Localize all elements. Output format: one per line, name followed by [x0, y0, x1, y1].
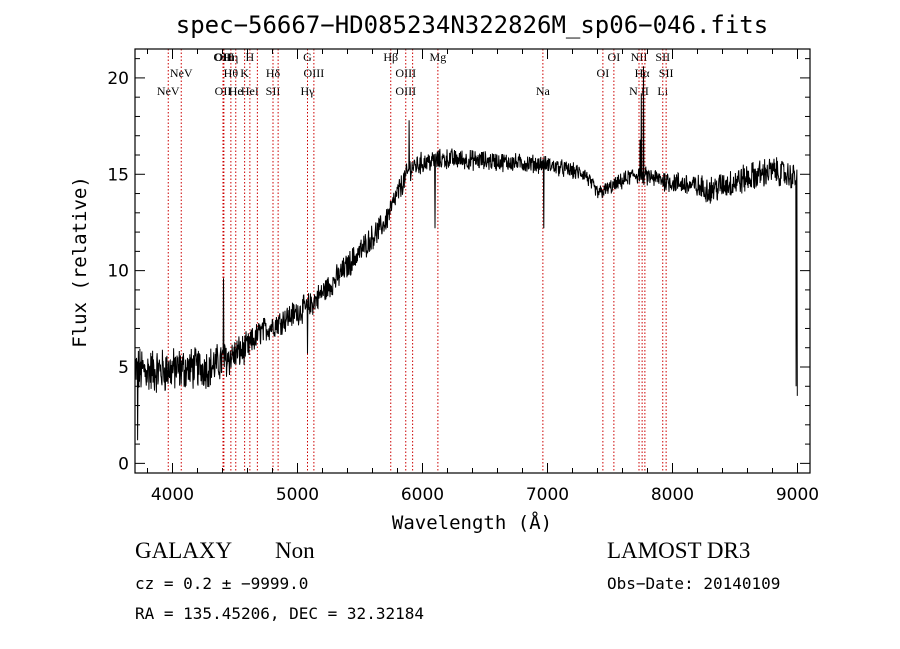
- emission-line-label: N II: [629, 84, 649, 98]
- y-axis-label: Flux (relative): [69, 176, 91, 348]
- survey-name: LAMOST DR3: [607, 538, 751, 563]
- axis-ticks: [135, 49, 810, 473]
- x-tick-label: 9000: [776, 485, 819, 505]
- emission-line-label: NeV: [157, 84, 180, 98]
- spectrum-line: [135, 66, 798, 441]
- emission-line-label: K: [240, 66, 249, 80]
- redshift-cz: cz = 0.2 ± −9999.0: [135, 574, 309, 593]
- emission-line-label: OI: [597, 66, 610, 80]
- coordinates: RA = 135.45206, DEC = 32.32184: [135, 604, 424, 623]
- emission-line-label: Hα: [635, 66, 651, 80]
- emission-line-label: OII: [215, 50, 232, 64]
- emission-line-label: Hγ: [301, 84, 316, 98]
- emission-line-label: SII: [655, 50, 670, 64]
- emission-line-label: NeV: [170, 66, 193, 80]
- x-tick-label: 7000: [526, 485, 569, 505]
- emission-line-label: HeI: [241, 84, 259, 98]
- object-subclass: Non: [275, 538, 315, 563]
- emission-line-label: Mg: [430, 50, 447, 64]
- x-tick-label: 4000: [151, 485, 194, 505]
- y-tick-label: 10: [107, 262, 129, 282]
- emission-line-markers: NeVNeVOIIOIIOIIIHηHθHeKHHeIHδSIIGHγOIIIH…: [157, 49, 674, 473]
- emission-line-label: H: [246, 50, 255, 64]
- chart-title: spec−56667−HD085234N322826M_sp06−046.fit…: [176, 11, 768, 39]
- y-tick-label: 0: [118, 454, 129, 474]
- emission-line-label: Hη: [223, 50, 238, 64]
- x-tick-labels: 4000 5000 6000 7000 8000 9000: [151, 485, 819, 505]
- emission-line-label: SII: [266, 84, 281, 98]
- emission-line-label: Hθ: [224, 66, 239, 80]
- y-tick-labels: 0 5 10 15 20: [107, 69, 129, 474]
- emission-line-label: OIII: [395, 84, 416, 98]
- emission-line-label: Li: [657, 84, 668, 98]
- y-tick-label: 20: [107, 69, 129, 89]
- object-type: GALAXY: [135, 538, 233, 563]
- x-tick-label: 5000: [276, 485, 319, 505]
- y-tick-label: 5: [118, 358, 129, 378]
- emission-line-label: OIII: [304, 66, 325, 80]
- emission-line-label: SII: [659, 66, 674, 80]
- emission-line-label: NII: [631, 50, 648, 64]
- emission-line-label: Na: [536, 84, 551, 98]
- emission-line-label: Hβ: [383, 50, 398, 64]
- spectrum-layer: [135, 66, 798, 441]
- emission-line-label: Hδ: [266, 66, 281, 80]
- emission-line-label: OII: [215, 84, 232, 98]
- observation-date: Obs−Date: 20140109: [607, 574, 781, 593]
- x-axis-label: Wavelength (Å): [392, 511, 552, 534]
- emission-line-label: OI: [608, 50, 621, 64]
- emission-line-label: OIII: [214, 50, 235, 64]
- y-tick-label: 15: [107, 165, 129, 185]
- emission-line-label: He: [229, 84, 243, 98]
- x-tick-label: 6000: [401, 485, 444, 505]
- x-tick-label: 8000: [651, 485, 694, 505]
- emission-line-label: OIII: [395, 66, 416, 80]
- emission-line-label: G: [303, 50, 312, 64]
